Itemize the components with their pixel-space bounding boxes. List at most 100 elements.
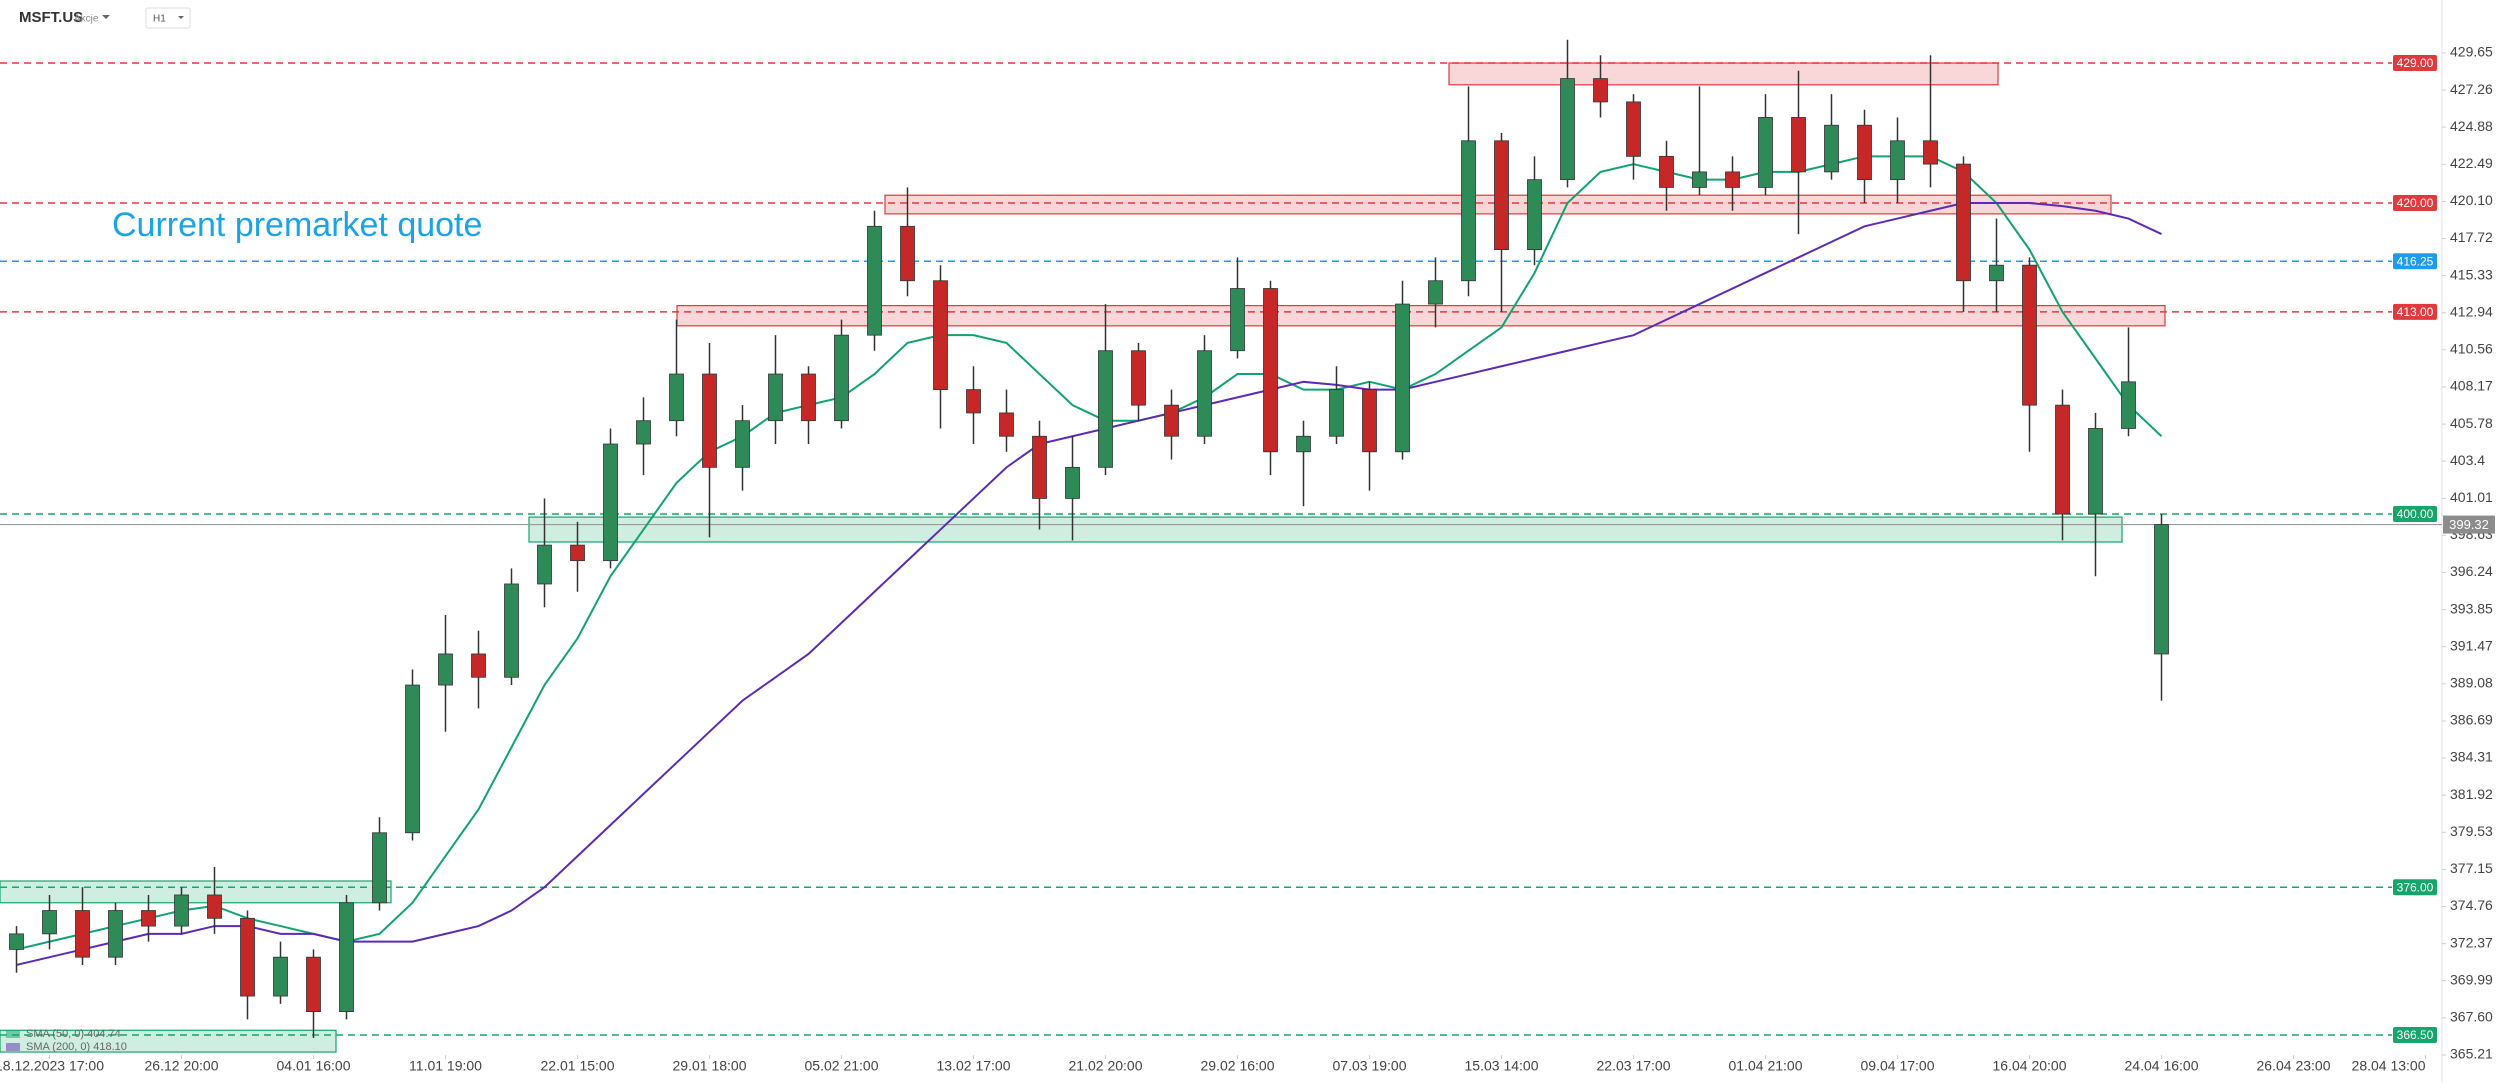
zone: [0, 1029, 337, 1053]
candle-body: [636, 420, 651, 445]
candle-body: [306, 956, 321, 1013]
y-tick-label: 412.94: [2450, 303, 2493, 319]
y-tick-label: 389.08: [2450, 675, 2493, 691]
y-tick-label: 377.15: [2450, 860, 2493, 876]
candle-body: [1692, 171, 1707, 188]
y-tick-label: 403.4: [2450, 452, 2485, 468]
candle-body: [207, 894, 222, 919]
y-tick-label: 396.24: [2450, 563, 2493, 579]
current-price-tag: [2443, 515, 2495, 534]
candle-body: [1791, 117, 1806, 173]
y-tick-label: 420.10: [2450, 192, 2493, 208]
x-tick-label: 28.04 13:00: [2352, 1058, 2426, 1074]
candle-body: [1758, 117, 1773, 188]
asset-class: Akcje: [74, 14, 99, 25]
candle-body: [108, 910, 123, 958]
legend-entry: SMA (50, 0) 404.74: [26, 1028, 121, 1040]
candle-body: [9, 933, 24, 950]
zone: [0, 880, 392, 904]
interval-select[interactable]: [145, 7, 191, 29]
candle-body: [2055, 404, 2070, 515]
candle-body: [75, 910, 90, 958]
annotation: Current premarket quote: [112, 206, 482, 244]
candle-body: [1659, 155, 1674, 188]
candle-body: [1395, 303, 1410, 453]
level-tag: [2393, 505, 2437, 522]
level-label: 366.50: [2397, 1028, 2434, 1042]
x-tick-label: 26.04 23:00: [2257, 1058, 2331, 1074]
y-tick-label: 372.37: [2450, 934, 2493, 950]
candle-body: [1296, 435, 1311, 453]
candle-body: [933, 280, 948, 390]
level-label: 429.00: [2397, 56, 2434, 70]
zone: [528, 516, 2123, 543]
y-tick-label: 393.85: [2450, 600, 2493, 616]
candle-body: [2154, 524, 2169, 655]
level-tag: [2393, 253, 2437, 270]
candle-body: [867, 225, 882, 336]
candle-body: [1098, 350, 1113, 468]
x-tick-label: 22.01 15:00: [541, 1058, 615, 1074]
level-tag: [2393, 1026, 2437, 1043]
candle-body: [1065, 466, 1080, 499]
candle-body: [999, 412, 1014, 437]
candle-body: [2022, 264, 2037, 406]
candle-body: [603, 443, 618, 562]
candle-body: [1923, 140, 1938, 165]
candle-body: [2121, 381, 2136, 429]
x-tick-label: 26.12 20:00: [145, 1058, 219, 1074]
interval-arrow: [178, 16, 184, 19]
candle-body: [240, 917, 255, 997]
candle-body: [372, 832, 387, 904]
candle-body: [1560, 78, 1575, 181]
candle-body: [1263, 288, 1278, 453]
candle-body: [702, 373, 717, 468]
candle-body: [438, 653, 453, 686]
legend-entry: SMA (200, 0) 418.10: [26, 1041, 127, 1053]
y-tick-label: 374.76: [2450, 897, 2493, 913]
x-tick-label: 13.02 17:00: [937, 1058, 1011, 1074]
candle-body: [1494, 140, 1509, 251]
x-tick-label: 21.02 20:00: [1069, 1058, 1143, 1074]
candle-body: [735, 420, 750, 468]
y-tick-label: 410.56: [2450, 340, 2493, 356]
symbol-dropdown[interactable]: [102, 15, 110, 19]
candle-body: [537, 544, 552, 585]
x-tick-label: 22.03 17:00: [1597, 1058, 1671, 1074]
candle-body: [669, 373, 684, 422]
interval[interactable]: H1: [153, 14, 166, 25]
symbol[interactable]: MSFT.US: [19, 9, 83, 26]
candle-body: [966, 389, 981, 414]
current-price-label: 399.32: [2449, 517, 2489, 532]
candle-body: [1593, 78, 1608, 103]
x-tick-label: 01.04 21:00: [1729, 1058, 1803, 1074]
x-tick-label: 07.03 19:00: [1333, 1058, 1407, 1074]
candle-body: [1230, 288, 1245, 352]
candle-body: [504, 583, 519, 678]
level-label: 420.00: [2397, 196, 2434, 210]
x-tick-label: 15.03 14:00: [1465, 1058, 1539, 1074]
candle-body: [1197, 350, 1212, 437]
candle-body: [1725, 171, 1740, 188]
x-tick-label: 05.02 21:00: [805, 1058, 879, 1074]
legend-swatch: [6, 1043, 20, 1051]
x-tick-label: 16.04 20:00: [1993, 1058, 2067, 1074]
x-tick-label: 09.04 17:00: [1861, 1058, 1935, 1074]
y-tick-label: 367.60: [2450, 1009, 2493, 1025]
level-label: 413.00: [2397, 305, 2434, 319]
candle-body: [174, 894, 189, 927]
candle-body: [471, 653, 486, 678]
candle-body: [1164, 404, 1179, 437]
candle-body: [1626, 101, 1641, 157]
candle-body: [1131, 350, 1146, 406]
y-tick-label: 384.31: [2450, 749, 2493, 765]
candle-body: [1461, 140, 1476, 282]
y-tick-label: 401.01: [2450, 489, 2493, 505]
y-tick-label: 369.99: [2450, 971, 2493, 987]
candle-body: [42, 910, 57, 935]
x-tick-label: 18.12.2023 17:00: [0, 1058, 104, 1074]
candle-body: [1824, 124, 1839, 173]
level-label: 416.25: [2397, 254, 2434, 268]
